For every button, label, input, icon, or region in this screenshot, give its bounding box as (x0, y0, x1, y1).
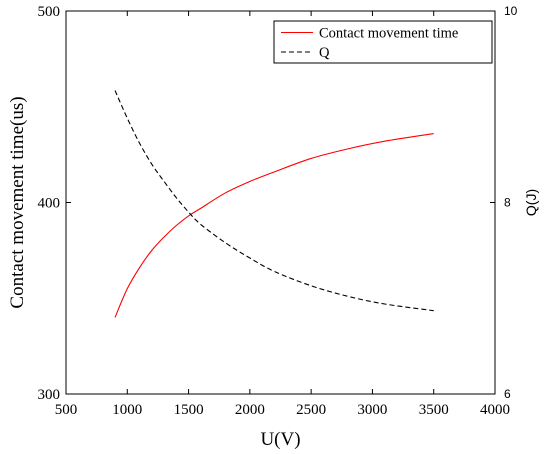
x-axis-label: U(V) (260, 429, 300, 450)
plot-area (65, 10, 496, 395)
x-tick-label: 4000 (480, 402, 510, 418)
x-tick-label: 500 (55, 402, 78, 418)
legend-label-q: Q (319, 45, 330, 61)
y2-axis-label: Q(J) (523, 189, 539, 216)
legend-box (273, 20, 493, 64)
x-tick-label: 3000 (357, 402, 387, 418)
y-axis-label: Contact movement time(us) (7, 96, 28, 308)
legend: Contact movement time Q (273, 20, 493, 64)
x-axis: 500 1000 1500 2000 2500 3000 3500 4000 (55, 11, 510, 418)
x-tick-label: 1000 (112, 402, 142, 418)
y-tick-label: 300 (38, 387, 61, 403)
x-tick-label: 2000 (235, 402, 265, 418)
y-tick-label: 500 (38, 4, 61, 20)
y2-tick-label: 8 (504, 196, 511, 210)
x-tick-label: 2500 (296, 402, 326, 418)
y2-tick-label: 6 (504, 387, 511, 401)
series-layer (114, 90, 434, 318)
x-tick-label: 3500 (419, 402, 449, 418)
y-axis-right: 6 8 10 (490, 4, 518, 401)
x-tick-label: 1500 (174, 402, 204, 418)
y2-tick-label: 10 (504, 4, 518, 18)
legend-label-contact-time: Contact movement time (319, 26, 458, 42)
y-tick-label: 400 (38, 196, 61, 212)
series-line-contact-movement-time (114, 133, 434, 318)
y-axis-left: 300 400 500 (38, 4, 71, 403)
series-line-q (114, 90, 434, 312)
